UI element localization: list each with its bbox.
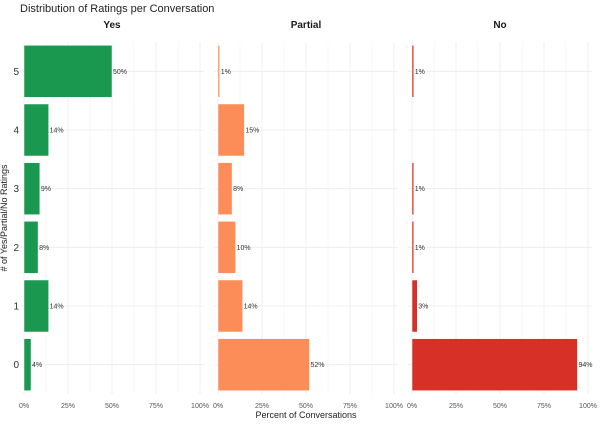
facet-strip-label: No — [493, 20, 506, 31]
data-label: 1% — [415, 69, 425, 76]
data-label: 94% — [578, 362, 592, 369]
bar-yes-5 — [23, 45, 113, 98]
data-label: 52% — [311, 362, 325, 369]
data-label: 4% — [32, 362, 42, 369]
bar-no-3 — [411, 162, 415, 215]
bar-partial-5 — [217, 45, 221, 98]
bar-partial-3 — [217, 162, 233, 215]
facet-strip-label: Yes — [103, 20, 121, 31]
x-tick-label: 75% — [149, 403, 163, 410]
bar-partial-2 — [217, 221, 236, 274]
data-label: 50% — [113, 69, 127, 76]
data-label: 15% — [245, 128, 259, 135]
x-tick-label: 0% — [19, 403, 29, 410]
y-tick-label: 0 — [13, 360, 19, 371]
data-label: 1% — [415, 245, 425, 252]
panel-no: No 0% 25% 50% 75% 100% 1% 1% 1% 3% 94% — [407, 20, 597, 410]
data-label: 8% — [39, 245, 49, 252]
x-tick-label: 25% — [449, 403, 463, 410]
bar-yes-2 — [23, 221, 39, 274]
bar-partial-4 — [217, 103, 245, 157]
y-axis-label: # of Yes/Partial/No Ratings — [0, 164, 9, 272]
data-label: 8% — [233, 186, 243, 193]
x-tick-label: 50% — [493, 403, 507, 410]
data-label: 14% — [244, 304, 258, 311]
y-tick-label: 2 — [13, 243, 19, 254]
x-axis-label: Percent of Conversations — [255, 410, 357, 420]
y-tick-label: 1 — [13, 302, 19, 313]
chart-title: Distribution of Ratings per Conversation — [20, 3, 214, 15]
bar-no-5 — [411, 45, 415, 98]
bar-yes-0 — [23, 338, 32, 391]
x-tick-label: 50% — [105, 403, 119, 410]
y-tick-label: 5 — [13, 67, 19, 78]
data-label: 9% — [41, 186, 51, 193]
bar-yes-3 — [23, 162, 41, 215]
bar-no-0 — [411, 338, 578, 391]
data-label: 10% — [237, 245, 251, 252]
panel-partial: Partial 0% 25% 50% 75% 100% 1% 15% 8% 10% 14% 52% — [213, 20, 403, 410]
x-tick-label: 0% — [213, 403, 223, 410]
x-tick-label: 75% — [343, 403, 357, 410]
data-label: 14% — [50, 128, 64, 135]
bar-partial-1 — [217, 279, 243, 333]
bar-yes-1 — [23, 279, 49, 333]
x-tick-label: 75% — [537, 403, 551, 410]
x-tick-label: 0% — [407, 403, 417, 410]
facet-strip-label: Partial — [291, 20, 322, 31]
bar-yes-4 — [23, 103, 49, 157]
data-label: 3% — [418, 304, 428, 311]
x-tick-label: 25% — [61, 403, 75, 410]
bar-no-2 — [411, 221, 415, 274]
bar-no-1 — [411, 279, 418, 333]
x-tick-label: 25% — [255, 403, 269, 410]
y-tick-label: 4 — [13, 126, 19, 137]
data-label: 14% — [50, 304, 64, 311]
data-label: 1% — [415, 186, 425, 193]
x-tick-label: 100% — [191, 403, 209, 410]
data-label: 1% — [221, 69, 231, 76]
y-tick-label: 3 — [13, 184, 19, 195]
x-tick-label: 50% — [299, 403, 313, 410]
bar-partial-0 — [217, 338, 310, 391]
panel-yes: Yes 0% 25% 50% 75% 100% 50% 14% 9% 8% 14% 4% — [19, 20, 209, 410]
x-tick-label: 100% — [385, 403, 403, 410]
x-tick-label: 100% — [579, 403, 597, 410]
